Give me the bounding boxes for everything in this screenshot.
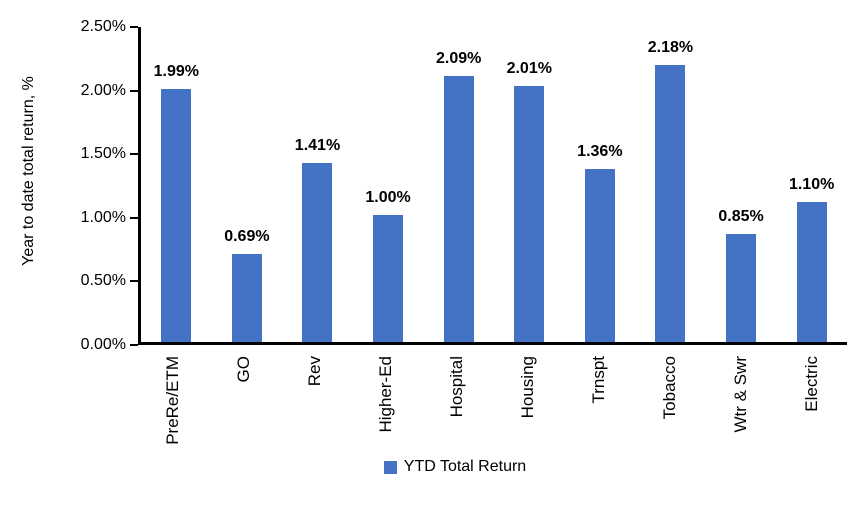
bar-value-label: 1.99% (153, 62, 199, 80)
y-tick-label: 1.50% (80, 145, 126, 163)
y-tick-mark (130, 216, 138, 219)
x-axis-label: Rev (305, 356, 325, 387)
bar-slot: 2.09% (423, 27, 494, 342)
x-label-slot: PreRe/ETM (138, 356, 209, 445)
bar-value-label: 1.41% (294, 136, 341, 154)
bar-slot: 2.01% (494, 27, 565, 342)
y-tick-mark (130, 153, 138, 156)
x-label-slot: Higher-Ed (351, 356, 422, 445)
x-axis-label: PreRe/ETM (163, 356, 183, 445)
bar-Electric (796, 202, 827, 342)
bar-value-label: 0.85% (718, 207, 764, 225)
bar-Tobacco (655, 64, 686, 342)
bar-Higher-Ed (373, 214, 404, 342)
bar-Hospital (443, 76, 474, 342)
x-label-slot: Housing (493, 356, 564, 445)
x-axis-label: Tobacco (659, 356, 679, 420)
bar-value-label: 1.00% (365, 188, 411, 206)
x-label-slot: Tobacco (634, 356, 705, 445)
x-axis-labels: PreRe/ETM GO Rev Higher-Ed Hospital Housing Tr… (138, 356, 847, 445)
bar-slot: 1.99% (141, 27, 212, 342)
bar-slot: 1.00% (353, 27, 424, 342)
x-axis-label: Wtr & Swr (730, 356, 750, 433)
bar-slot: 1.10% (776, 27, 847, 342)
y-tick-label: 0.00% (80, 336, 126, 353)
bar-value-label: 2.09% (435, 50, 482, 68)
x-label-slot: GO (209, 356, 280, 445)
bars-container: 1.99% 0.69% 1.41% 1.00% 2.09% 2.01% 1.36% 2.18%… (141, 27, 847, 342)
x-axis-label: Housing (517, 356, 537, 419)
bar-value-label: 0.69% (224, 228, 270, 246)
y-axis-title: Year to date total return, % (20, 76, 37, 266)
bar-GO (231, 254, 262, 342)
legend-swatch (383, 460, 397, 474)
bar-slot: 1.36% (565, 27, 636, 342)
x-axis-label: Higher-Ed (376, 356, 396, 433)
bar-Trnspt (584, 169, 615, 342)
x-label-slot: Trnspt (563, 356, 634, 445)
bar-slot: 0.85% (706, 27, 777, 342)
x-axis-label: GO (234, 356, 254, 383)
y-tick-mark (130, 280, 138, 283)
bar-Housing (514, 86, 545, 342)
bar-slot: 2.18% (635, 27, 706, 342)
y-tick-label: 2.00% (80, 81, 126, 99)
y-tick-label: 0.50% (80, 272, 126, 290)
bar-PreRe/ETM (161, 88, 192, 342)
legend: YTD Total Return (29, 458, 852, 476)
y-tick-label: 1.00% (80, 208, 126, 226)
y-tick-mark (130, 89, 138, 92)
bar-Wtr & Swr (726, 233, 757, 342)
bar-slot: 1.41% (282, 27, 353, 342)
y-tick-mark (130, 344, 138, 346)
plot-area: 1.99% 0.69% 1.41% 1.00% 2.09% 2.01% 1.36% 2.18%… (138, 27, 847, 345)
y-tick-mark (130, 26, 138, 28)
x-label-slot: Electric (776, 356, 847, 445)
bar-Rev (302, 162, 333, 342)
bar-slot: 0.69% (212, 27, 283, 342)
x-axis-label: Trnspt (588, 356, 608, 404)
x-label-slot: Wtr & Swr (705, 356, 776, 445)
x-axis-label: Hospital (447, 356, 467, 418)
y-tick-label: 2.50% (80, 18, 126, 35)
bar-value-label: 1.36% (577, 143, 623, 161)
x-label-slot: Rev (280, 356, 351, 445)
x-axis-label: Electric (801, 356, 821, 412)
x-label-slot: Hospital (422, 356, 493, 445)
bar-value-label: 2.01% (506, 60, 552, 78)
bar-value-label: 2.18% (647, 38, 694, 56)
bar-value-label: 1.10% (788, 176, 835, 194)
legend-label: YTD Total Return (403, 458, 527, 475)
